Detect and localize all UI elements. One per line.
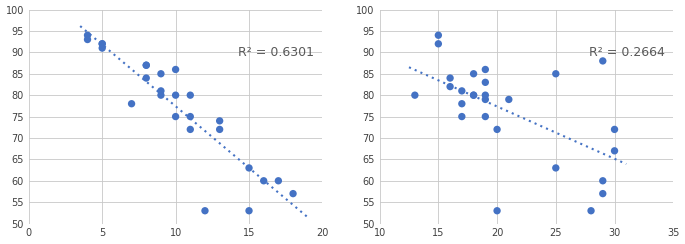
Point [492, 209, 503, 213]
Point [433, 33, 444, 37]
Text: R² = 0.6301: R² = 0.6301 [238, 46, 314, 59]
Point [214, 119, 225, 123]
Point [597, 192, 608, 196]
Point [492, 127, 503, 131]
Point [199, 209, 210, 213]
Point [244, 209, 255, 213]
Point [126, 102, 137, 106]
Point [480, 80, 491, 84]
Point [170, 93, 181, 97]
Point [185, 93, 196, 97]
Point [480, 115, 491, 119]
Point [445, 85, 456, 89]
Point [185, 127, 196, 131]
Point [244, 166, 255, 170]
Point [597, 59, 608, 63]
Point [155, 89, 166, 93]
Point [82, 38, 93, 41]
Point [550, 166, 561, 170]
Point [597, 179, 608, 183]
Point [97, 42, 108, 46]
Point [273, 179, 284, 183]
Point [214, 127, 225, 131]
Point [456, 102, 467, 106]
Point [97, 46, 108, 50]
Point [456, 115, 467, 119]
Point [480, 93, 491, 97]
Point [258, 179, 269, 183]
Point [445, 76, 456, 80]
Point [609, 149, 620, 153]
Point [140, 63, 151, 67]
Point [155, 72, 166, 76]
Point [82, 33, 93, 37]
Point [155, 93, 166, 97]
Point [140, 76, 151, 80]
Point [170, 68, 181, 71]
Point [468, 93, 479, 97]
Point [468, 72, 479, 76]
Point [185, 115, 196, 119]
Point [456, 89, 467, 93]
Text: R² = 0.2664: R² = 0.2664 [588, 46, 664, 59]
Point [433, 42, 444, 46]
Point [550, 72, 561, 76]
Point [140, 63, 151, 67]
Point [468, 93, 479, 97]
Point [609, 127, 620, 131]
Point [480, 98, 491, 102]
Point [480, 68, 491, 71]
Point [97, 42, 108, 46]
Point [503, 98, 514, 102]
Point [288, 192, 299, 196]
Point [410, 93, 421, 97]
Point [586, 209, 597, 213]
Point [170, 115, 181, 119]
